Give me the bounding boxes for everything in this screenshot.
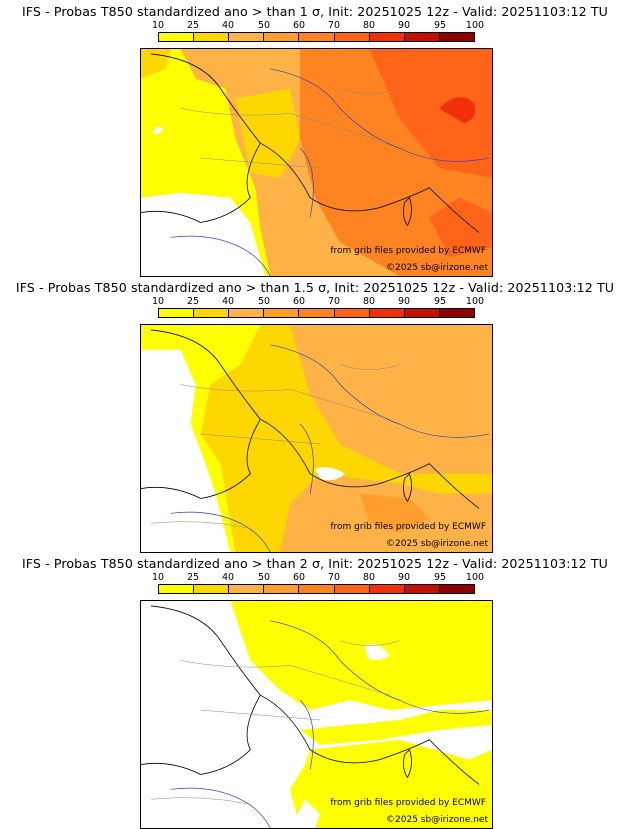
colorbar-swatch bbox=[369, 585, 405, 593]
colorbar-swatch bbox=[194, 585, 230, 593]
copyright-credit: ©2025 sb@irizone.net bbox=[386, 539, 488, 549]
source-credit: from grib files provided by ECMWF bbox=[330, 798, 486, 808]
colorbar-swatch bbox=[299, 309, 335, 317]
map-graphic bbox=[141, 49, 492, 276]
colorbar-swatch bbox=[439, 33, 474, 41]
colorbar-swatch bbox=[159, 309, 195, 317]
colorbar-label: 80 bbox=[362, 572, 376, 583]
colorbar-label: 100 bbox=[465, 20, 485, 31]
copyright-credit: ©2025 sb@irizone.net bbox=[386, 263, 488, 273]
map-panel-3: IFS - Probas T850 standardized ano > tha… bbox=[0, 552, 630, 829]
colorbar-swatch bbox=[229, 585, 265, 593]
colorbar-label: 10 bbox=[151, 20, 165, 31]
colorbar-label: 80 bbox=[362, 20, 376, 31]
colorbar-label: 95 bbox=[433, 572, 447, 583]
colorbar bbox=[158, 308, 475, 318]
colorbar-label: 100 bbox=[465, 296, 485, 307]
map-panel-1: IFS - Probas T850 standardized ano > tha… bbox=[0, 0, 630, 277]
colorbar-swatch bbox=[299, 33, 335, 41]
colorbar-label: 60 bbox=[292, 296, 306, 307]
colorbar-label: 25 bbox=[186, 572, 200, 583]
panel-title: IFS - Probas T850 standardized ano > tha… bbox=[21, 4, 608, 19]
colorbar-swatch bbox=[159, 585, 195, 593]
colorbar-label: 40 bbox=[221, 296, 235, 307]
map-panel-2: IFS - Probas T850 standardized ano > tha… bbox=[0, 276, 630, 553]
colorbar-swatch bbox=[299, 585, 335, 593]
source-credit: from grib files provided by ECMWF bbox=[330, 522, 486, 532]
colorbar-swatch bbox=[159, 33, 195, 41]
map-graphic bbox=[141, 601, 492, 828]
probability-map: from grib files provided by ECMWF ©2025 … bbox=[140, 48, 493, 277]
colorbar-swatch bbox=[334, 585, 370, 593]
colorbar-label: 80 bbox=[362, 296, 376, 307]
colorbar-label: 95 bbox=[433, 20, 447, 31]
colorbar-swatch bbox=[229, 33, 265, 41]
colorbar-swatch bbox=[334, 33, 370, 41]
colorbar-label: 10 bbox=[151, 296, 165, 307]
colorbar-label: 10 bbox=[151, 572, 165, 583]
colorbar-labels: 10 25 40 50 60 70 80 90 95 100 bbox=[0, 572, 630, 584]
colorbar-swatch bbox=[439, 309, 474, 317]
colorbar-swatch bbox=[264, 309, 300, 317]
colorbar-label: 90 bbox=[397, 20, 411, 31]
colorbar bbox=[158, 584, 475, 594]
colorbar-swatch bbox=[369, 33, 405, 41]
colorbar-swatch bbox=[229, 309, 265, 317]
colorbar-label: 40 bbox=[221, 20, 235, 31]
colorbar-swatch bbox=[194, 33, 230, 41]
panel-title: IFS - Probas T850 standardized ano > tha… bbox=[15, 280, 615, 295]
map-graphic bbox=[141, 325, 492, 552]
colorbar-label: 60 bbox=[292, 572, 306, 583]
colorbar-label: 70 bbox=[327, 572, 341, 583]
colorbar-label: 25 bbox=[186, 296, 200, 307]
colorbar-label: 100 bbox=[465, 572, 485, 583]
colorbar-label: 90 bbox=[397, 296, 411, 307]
colorbar-swatch bbox=[264, 33, 300, 41]
colorbar-labels: 10 25 40 50 60 70 80 90 95 100 bbox=[0, 296, 630, 308]
copyright-credit: ©2025 sb@irizone.net bbox=[386, 815, 488, 825]
colorbar-swatch bbox=[404, 309, 440, 317]
probability-map: from grib files provided by ECMWF ©2025 … bbox=[140, 600, 493, 829]
colorbar-label: 40 bbox=[221, 572, 235, 583]
probability-map: from grib files provided by ECMWF ©2025 … bbox=[140, 324, 493, 553]
colorbar-swatch bbox=[334, 309, 370, 317]
source-credit: from grib files provided by ECMWF bbox=[330, 246, 486, 256]
colorbar-swatch bbox=[194, 309, 230, 317]
colorbar-swatch bbox=[264, 585, 300, 593]
colorbar-swatch bbox=[404, 585, 440, 593]
colorbar-label: 50 bbox=[257, 296, 271, 307]
colorbar-label: 50 bbox=[257, 572, 271, 583]
colorbar-swatch bbox=[404, 33, 440, 41]
colorbar-labels: 10 25 40 50 60 70 80 90 95 100 bbox=[0, 20, 630, 32]
colorbar-label: 95 bbox=[433, 296, 447, 307]
colorbar-label: 50 bbox=[257, 20, 271, 31]
colorbar-label: 60 bbox=[292, 20, 306, 31]
colorbar bbox=[158, 32, 475, 42]
colorbar-swatch bbox=[369, 309, 405, 317]
colorbar-swatch bbox=[439, 585, 474, 593]
colorbar-label: 90 bbox=[397, 572, 411, 583]
colorbar-label: 25 bbox=[186, 20, 200, 31]
panel-title: IFS - Probas T850 standardized ano > tha… bbox=[21, 556, 608, 571]
colorbar-label: 70 bbox=[327, 20, 341, 31]
colorbar-label: 70 bbox=[327, 296, 341, 307]
